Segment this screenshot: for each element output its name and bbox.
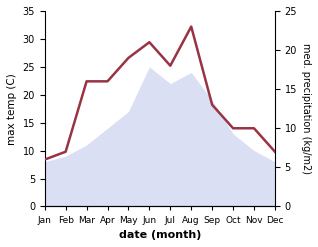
- Y-axis label: max temp (C): max temp (C): [7, 73, 17, 144]
- Y-axis label: med. precipitation (kg/m2): med. precipitation (kg/m2): [301, 43, 311, 174]
- X-axis label: date (month): date (month): [119, 230, 201, 240]
